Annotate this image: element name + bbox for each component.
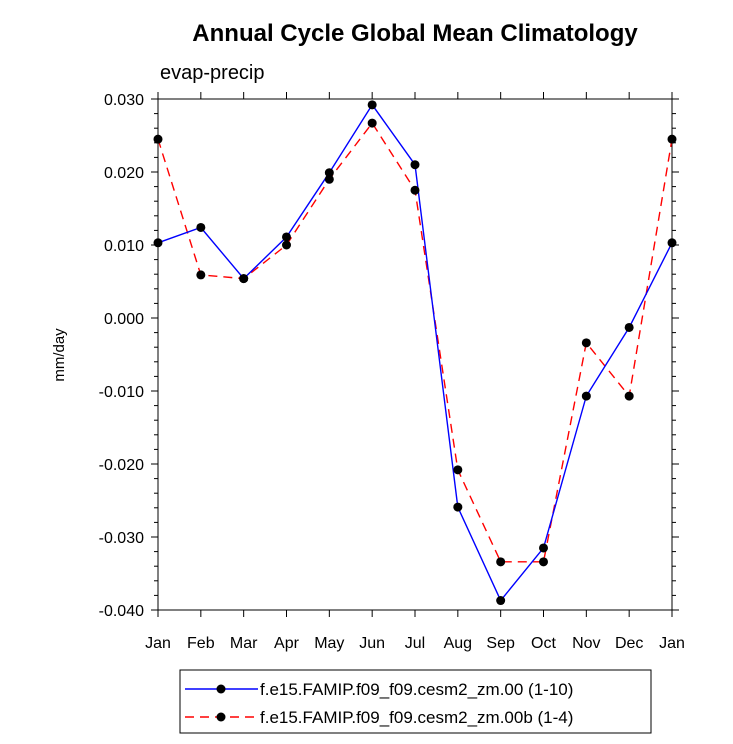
data-point-series-2 [667, 134, 677, 144]
chart-title: Annual Cycle Global Mean Climatology [192, 20, 638, 47]
x-tick-label: Apr [274, 635, 300, 652]
x-tick-label: Nov [572, 635, 600, 652]
data-point-series-2 [410, 185, 420, 195]
data-point-series-1 [324, 168, 334, 178]
legend: f.e15.FAMIP.f09_f09.cesm2_zm.00 (1-10) f.… [179, 669, 652, 734]
x-tick-label: Aug [444, 635, 472, 652]
series-markers [153, 100, 677, 606]
x-tick-label: May [314, 635, 344, 652]
x-tick-label: Dec [615, 635, 643, 652]
data-point-series-1 [453, 502, 463, 512]
x-tick-label: Jun [359, 635, 385, 652]
data-point-series-1 [367, 100, 377, 110]
data-point-series-2 [324, 174, 334, 184]
data-point-series-2 [496, 557, 506, 567]
legend-label-1: f.e15.FAMIP.f09_f09.cesm2_zm.00 (1-10) [260, 680, 573, 699]
y-axis-label: mm/day [51, 328, 68, 382]
data-point-series-1 [581, 391, 591, 401]
plot-area [151, 92, 679, 617]
x-tick-label: Feb [187, 635, 215, 652]
data-point-series-1 [667, 238, 677, 248]
data-point-series-2 [367, 118, 377, 128]
x-tick-label: Jan [145, 635, 171, 652]
y-tick-label: -0.010 [99, 384, 144, 401]
data-point-series-1 [539, 543, 548, 553]
legend-marker-1 [216, 684, 226, 694]
data-point-series-1 [410, 160, 420, 170]
y-tick-label: 0.030 [104, 92, 144, 109]
data-point-series-2 [153, 134, 163, 144]
data-point-series-1 [153, 238, 163, 248]
data-point-series-1 [624, 322, 634, 332]
data-point-series-2 [196, 270, 206, 280]
data-point-series-2 [239, 274, 249, 284]
x-tick-label: Mar [230, 635, 258, 652]
y-tick-label: 0.000 [104, 311, 144, 328]
x-tick-label: Sep [486, 635, 515, 652]
data-point-series-2 [581, 338, 591, 348]
data-point-series-1 [282, 232, 291, 242]
y-tick-label: 0.020 [104, 165, 144, 182]
x-tick-label: Oct [531, 635, 556, 652]
x-tick-labels: Jan Feb Mar Apr May Jun Jul Aug Sep Oct Nov Dec Jan [145, 635, 685, 652]
y-tick-label: 0.010 [104, 238, 144, 255]
data-point-series-2 [624, 391, 634, 401]
y-tick-label: -0.040 [99, 603, 144, 620]
data-point-series-2 [453, 465, 463, 475]
series-lines [157, 103, 673, 602]
data-point-series-2 [539, 557, 548, 567]
legend-box [179, 669, 652, 734]
data-point-series-2 [282, 240, 291, 250]
y-tick-label: -0.030 [99, 530, 144, 547]
legend-marker-2 [216, 712, 226, 722]
y-tick-label: -0.020 [99, 457, 144, 474]
tick-marks [151, 92, 679, 617]
chart-subtitle: evap-precip [160, 62, 265, 84]
y-tick-labels: 0.030 0.020 0.010 0.000 -0.010 -0.020 -0.030 -0… [99, 92, 144, 620]
x-tick-label: Jan [659, 635, 685, 652]
legend-label-2: f.e15.FAMIP.f09_f09.cesm2_zm.00b (1-4) [260, 708, 573, 727]
data-point-series-1 [496, 596, 506, 606]
x-tick-label: Jul [405, 635, 425, 652]
data-point-series-1 [196, 222, 206, 232]
